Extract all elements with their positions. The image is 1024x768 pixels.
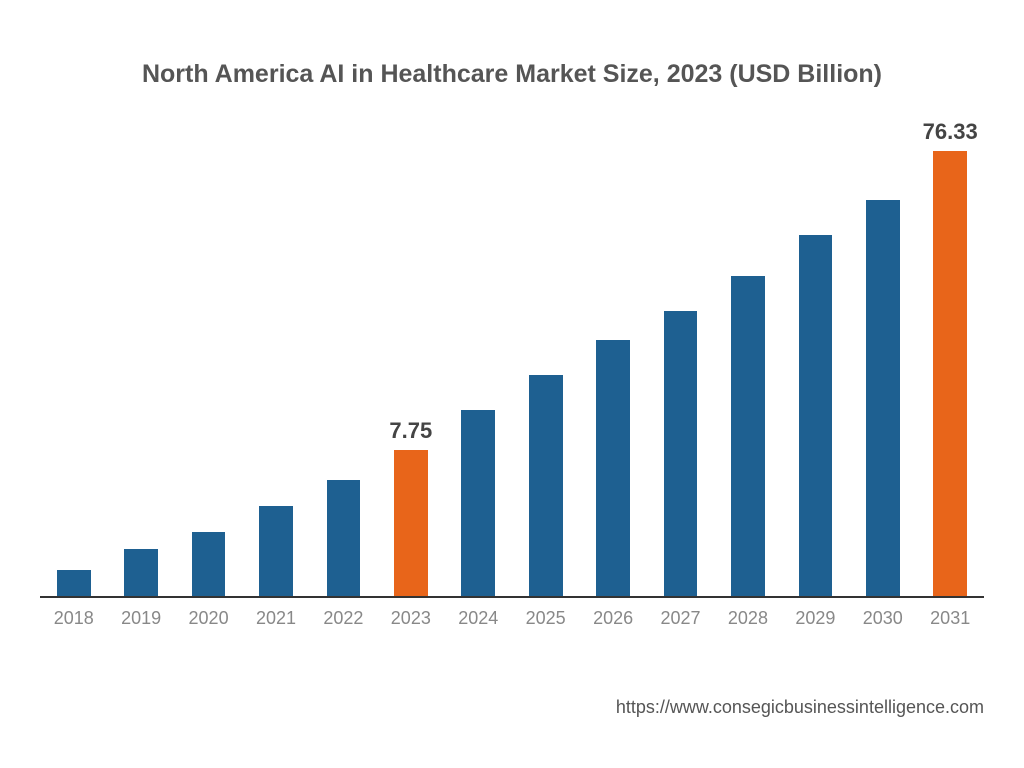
source-text: https://www.consegicbusinessintelligence… [616, 697, 984, 718]
bar [529, 375, 563, 596]
bar-wrap [107, 130, 174, 596]
chart-area: 7.7576.33 201820192020202120222023202420… [40, 130, 984, 648]
bar-wrap [40, 130, 107, 596]
bar-wrap [647, 130, 714, 596]
x-tick: 2027 [647, 608, 714, 629]
bar [57, 570, 91, 596]
bar-wrap [242, 130, 309, 596]
bar [394, 450, 428, 596]
bar [799, 235, 833, 596]
bar-value-label: 7.75 [389, 418, 432, 444]
x-tick: 2026 [579, 608, 646, 629]
plot-region: 7.75 76.33 [40, 130, 984, 598]
chart-container: North America AI in Healthcare Market Si… [0, 0, 1024, 768]
bar [259, 506, 293, 596]
x-tick: 2025 [512, 608, 579, 629]
x-tick: 2019 [107, 608, 174, 629]
bar-wrap [714, 130, 781, 596]
x-tick: 2020 [175, 608, 242, 629]
bar [731, 276, 765, 596]
x-tick: 2023 [377, 608, 444, 629]
bar-wrap: 76.33 [916, 130, 983, 596]
bar-wrap: 7.75 [377, 130, 444, 596]
bar [664, 311, 698, 596]
x-tick: 2031 [916, 608, 983, 629]
bar-wrap [445, 130, 512, 596]
bar [461, 410, 495, 596]
bar-wrap [782, 130, 849, 596]
bar-wrap [512, 130, 579, 596]
bar [866, 200, 900, 596]
x-tick: 2029 [782, 608, 849, 629]
x-tick: 2022 [310, 608, 377, 629]
bar-wrap [849, 130, 916, 596]
x-tick: 2028 [714, 608, 781, 629]
bar-wrap [175, 130, 242, 596]
bars-group: 7.75 76.33 [40, 130, 984, 596]
x-tick: 2021 [242, 608, 309, 629]
bar-wrap [579, 130, 646, 596]
bar [192, 532, 226, 596]
chart-title: North America AI in Healthcare Market Si… [0, 60, 1024, 89]
x-tick: 2018 [40, 608, 107, 629]
x-axis: 2018201920202021202220232024202520262027… [40, 598, 984, 648]
bar [933, 151, 967, 596]
bar [124, 549, 158, 596]
x-tick: 2030 [849, 608, 916, 629]
x-tick: 2024 [445, 608, 512, 629]
bar [596, 340, 630, 596]
bar [327, 480, 361, 597]
bar-wrap [310, 130, 377, 596]
bar-value-label: 76.33 [923, 119, 978, 145]
